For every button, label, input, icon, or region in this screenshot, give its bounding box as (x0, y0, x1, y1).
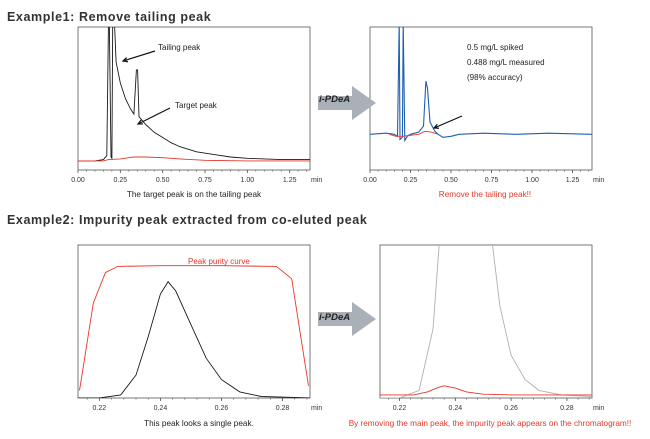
panel4-tick-label: 0.22 (393, 405, 407, 412)
example2-title: Example2: Impurity peak extracted from c… (7, 213, 368, 227)
arrow-label-2: i-PDeA (319, 312, 351, 323)
panel2-tick-label: 0.00 (363, 177, 377, 184)
panel3-series-red-line (79, 265, 309, 391)
panel2-xlabel: min (593, 177, 604, 184)
panel1-annotation: Tailing peak (158, 43, 201, 52)
panel4-tick-label: 0.28 (560, 405, 574, 412)
caption-2: Remove the tailing peak!! (438, 190, 532, 199)
panel1-frame (77, 26, 311, 171)
panel3-xlabel: min (311, 405, 322, 412)
panel4-frame (379, 244, 593, 399)
panel2-tick-label: 1.00 (525, 177, 539, 184)
panel3-series-black-line (78, 280, 310, 398)
panel1-tick-label: 1.00 (241, 177, 255, 184)
panel1-pointer-arrow (137, 107, 171, 125)
panel1-pointer-arrowhead (136, 119, 144, 125)
panel1-tick-label: 1.25 (283, 177, 297, 184)
example1-title: Example1: Remove tailing peak (7, 10, 212, 24)
panel1-series-black-line (78, 27, 310, 162)
panel3-tick-label: 0.22 (93, 405, 107, 412)
panel2-series-red-line (389, 130, 439, 137)
panel2-pointer-arrow (433, 115, 463, 129)
panel2-series-blue-line (370, 27, 592, 143)
panel2-annotation: 0.488 mg/L measured (467, 58, 545, 67)
panel2-tick-label: 0.75 (485, 177, 499, 184)
panel1-pointer-arrowhead (121, 57, 129, 63)
panel3-tick-label: 0.24 (154, 405, 168, 412)
panel3-annotation: Peak purity curve (188, 257, 250, 266)
panel2-annotation: (98% accuracy) (467, 73, 523, 82)
panel1-series-red-line (78, 156, 310, 162)
panel3-tick-label: 0.26 (215, 405, 229, 412)
panel2-tick-label: 0.50 (444, 177, 458, 184)
panel1-tick-label: 0.00 (71, 177, 85, 184)
panel1-pointer-arrow (122, 50, 156, 62)
panel1-xlabel: min (311, 177, 322, 184)
panel4-series-grey-line (380, 245, 592, 398)
caption-3: This peak looks a single peak. (144, 419, 254, 428)
panel2-tick-label: 1.25 (566, 177, 580, 184)
panel3-tick-label: 0.28 (276, 405, 290, 412)
caption-1: The target peak is on the tailing peak (126, 190, 262, 199)
arrow-label-1: i-PDeA (319, 94, 351, 105)
panel1-tick-label: 0.50 (156, 177, 170, 184)
panel4-xlabel: min (593, 405, 604, 412)
panel3-frame (77, 244, 311, 399)
panel2-pointer-arrowhead (432, 123, 440, 129)
panel1-tick-label: 0.25 (114, 177, 128, 184)
panel4-series-red-line (380, 385, 592, 396)
panel1-tick-label: 0.75 (198, 177, 212, 184)
panel4-tick-label: 0.26 (504, 405, 518, 412)
panel2-tick-label: 0.25 (404, 177, 418, 184)
panel4-tick-label: 0.24 (449, 405, 463, 412)
panel2-frame (369, 26, 593, 171)
panel2-annotation: 0.5 mg/L spiked (467, 43, 523, 52)
caption-4: By removing the main peak, the impurity … (348, 419, 632, 428)
right-arrow-icon (318, 302, 376, 336)
panel1-annotation: Target peak (175, 101, 218, 110)
right-arrow-icon (318, 86, 376, 120)
